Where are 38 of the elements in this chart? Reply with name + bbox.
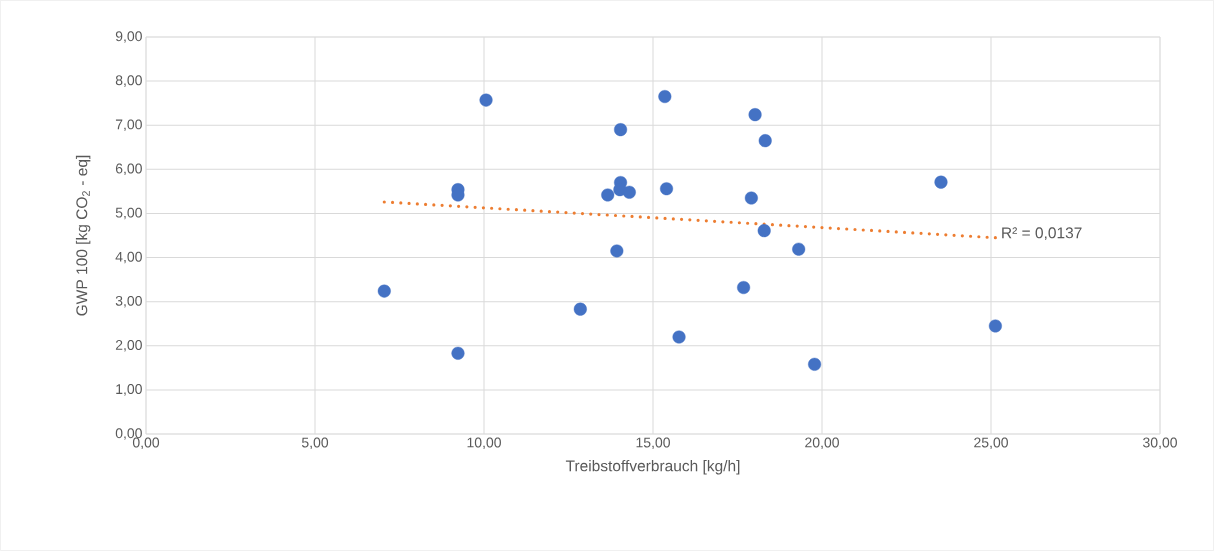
point <box>479 93 493 107</box>
y-tick-label: 2,00 <box>115 339 142 352</box>
point <box>737 281 751 295</box>
point <box>744 191 758 205</box>
point <box>377 284 391 298</box>
y-tick-label: 7,00 <box>115 119 142 132</box>
point <box>988 319 1002 333</box>
point <box>758 134 772 148</box>
y-tick-label: 9,00 <box>115 31 142 43</box>
x-tick-label: 5,00 <box>301 437 329 450</box>
y-tick-label: 8,00 <box>115 75 142 87</box>
point <box>610 244 624 258</box>
x-tick-label: 15,00 <box>636 437 670 450</box>
point <box>757 224 771 238</box>
x-axis-title: Treibstoffverbrauch [kg/h] <box>565 459 740 475</box>
point <box>573 302 587 316</box>
y-axis-title: GWP 100 [kg CO$_{2}$ - eq] <box>75 155 91 316</box>
point <box>934 175 948 189</box>
x-tick-label: 20,00 <box>805 437 839 450</box>
point <box>601 188 615 202</box>
y-tick-label: 3,00 <box>115 295 142 308</box>
annotation: R² = 0,0137 <box>1002 227 1082 241</box>
y-tick-label: 1,00 <box>116 384 142 396</box>
x-tick-label: 10,00 <box>467 437 501 450</box>
y-tick-label: 6,00 <box>115 163 142 176</box>
point <box>808 357 822 371</box>
point <box>614 123 628 137</box>
y-tick-label: 4,00 <box>115 251 142 264</box>
point <box>658 90 672 104</box>
point <box>748 108 762 122</box>
point <box>451 346 465 360</box>
point <box>792 242 806 256</box>
x-tick-label: 25,00 <box>974 437 1008 450</box>
point <box>660 182 674 196</box>
point <box>672 330 686 344</box>
x-tick-label: 30,00 <box>1143 437 1177 450</box>
y-tick-label: 5,00 <box>115 207 142 220</box>
point <box>622 185 636 199</box>
